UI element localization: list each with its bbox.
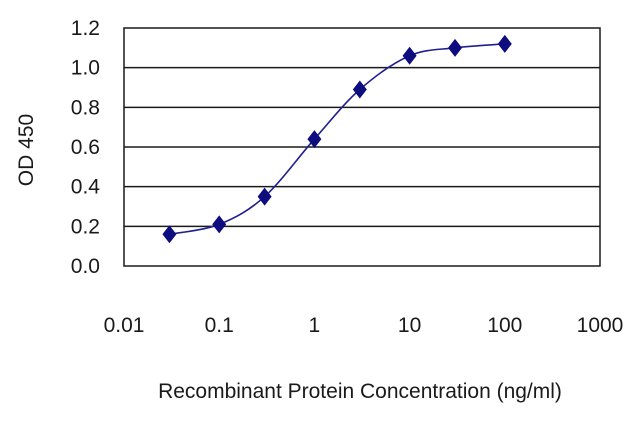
x-tick-label: 100 [487,314,522,337]
series-line [169,43,505,236]
data-point-marker [257,187,272,206]
data-point-marker [212,215,227,234]
y-tick-label: 0.4 [71,176,101,199]
x-axis-title: Recombinant Protein Concentration (ng/ml… [158,380,562,403]
series-markers [162,34,512,244]
y-tick-label: 0.0 [71,255,100,278]
data-point-marker [448,38,463,57]
x-tick-label: 0.01 [104,314,145,337]
plot-frame [123,27,601,267]
x-tick-labels: 0.01 0.1 1 10 100 1000 [104,314,624,337]
x-tick-label: 0.1 [205,314,234,337]
x-tick-label: 1 [309,314,321,337]
y-tick-label: 1.2 [71,17,100,40]
data-point-marker [497,34,512,53]
y-tick-label: 0.6 [71,136,100,159]
x-tick-label: 10 [398,314,421,337]
y-tick-label: 1.0 [71,57,100,80]
y-tick-labels: 0.0 0.2 0.4 0.6 0.8 1.0 1.2 [71,17,101,278]
grid-lines [124,66,600,228]
y-axis-title: OD 450 [15,114,38,186]
x-tick-label: 1000 [577,314,624,337]
data-point-marker [402,46,417,65]
data-point-marker [352,80,367,99]
y-tick-label: 0.2 [71,215,100,238]
data-point-marker [162,225,177,244]
data-point-marker [307,130,322,149]
y-tick-label: 0.8 [71,96,100,119]
